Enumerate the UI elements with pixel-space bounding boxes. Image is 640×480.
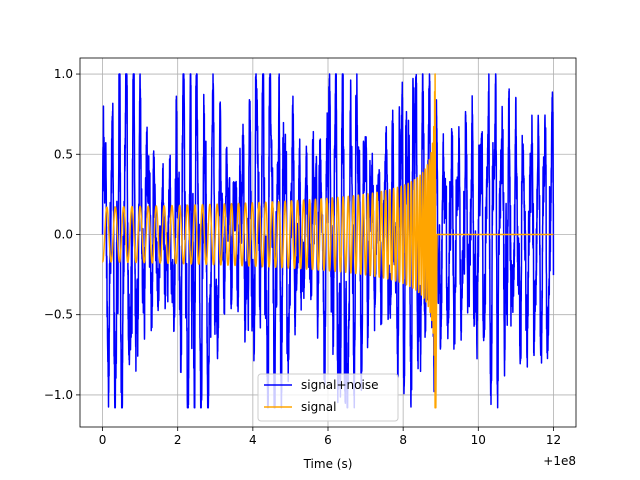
x-axis-label: Time (s) [303, 457, 353, 471]
y-tick-label: 1.0 [54, 67, 73, 81]
x-axis: 0 2 4 6 8 10 12 [99, 427, 561, 447]
x-tick-label: 2 [174, 433, 182, 447]
series-line-signal-noise [101, 73, 555, 409]
y-tick-label: 0.0 [54, 227, 73, 241]
x-tick-label: 0 [99, 433, 107, 447]
legend-label-signal-noise: signal+noise [301, 378, 378, 392]
x-tick-label: 12 [546, 433, 561, 447]
x-axis-offset-label: +1e8 [543, 454, 576, 468]
y-tick-label: −0.5 [44, 308, 73, 322]
plot-area [101, 73, 555, 409]
y-tick-label: −1.0 [44, 388, 73, 402]
x-tick-label: 8 [399, 433, 407, 447]
legend-label-signal: signal [301, 400, 337, 414]
series-line-signal [101, 73, 554, 409]
y-tick-label: 0.5 [54, 147, 73, 161]
x-tick-label: 6 [324, 433, 332, 447]
legend: signal+noise signal [257, 373, 399, 422]
legend-box [257, 373, 399, 422]
x-tick-label: 10 [471, 433, 486, 447]
y-axis: −1.0 −0.5 0.0 0.5 1.0 [44, 67, 80, 402]
x-tick-label: 4 [249, 433, 257, 447]
